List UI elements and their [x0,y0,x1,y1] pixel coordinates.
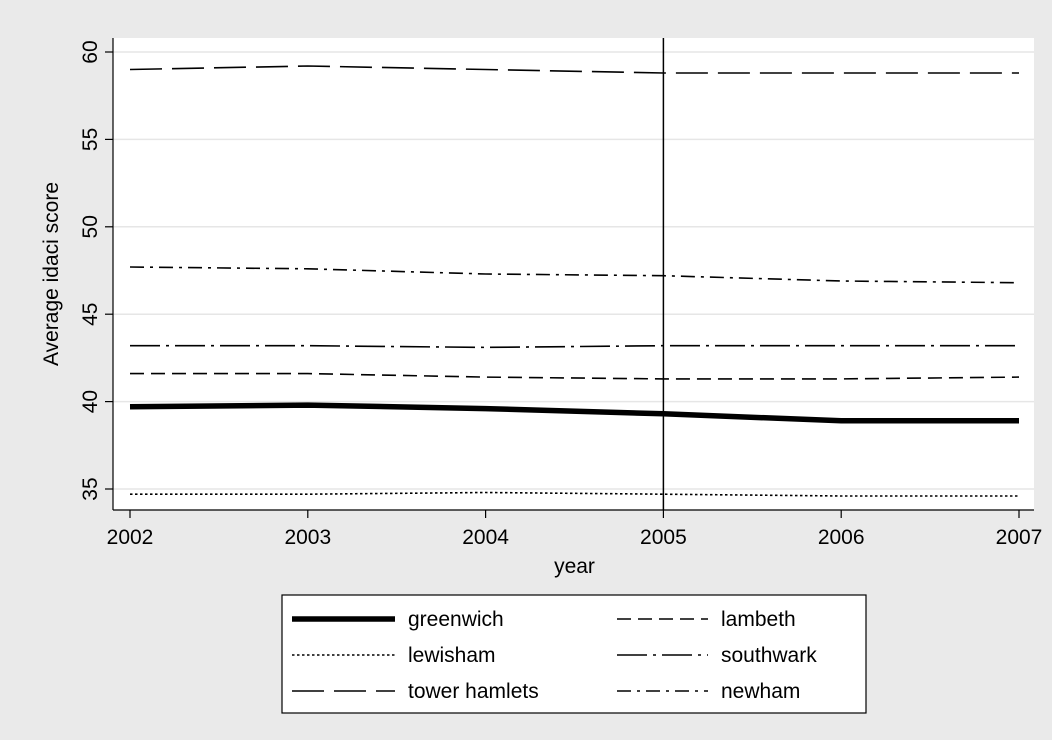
x-tick-label-2003: 2003 [284,526,331,549]
legend-label-greenwich: greenwich [408,608,504,631]
legend-label-tower-hamlets: tower hamlets [408,680,539,703]
gridlines [113,51,1034,490]
axes: 2002 2003 2004 2005 2006 2007 35 40 45 50 55 60 [79,38,1042,549]
y-tick-label-45: 45 [79,303,102,326]
legend-items: greenwich lambeth lewisham southwark tower h… [292,608,817,703]
legend-label-lambeth: lambeth [721,608,796,631]
series-line-lambeth [130,372,1020,380]
series-line-greenwich [129,402,1019,424]
x-tick-label-2004: 2004 [462,526,509,549]
series-line-newham [129,266,1020,284]
x-axis-title: year [554,555,595,578]
legend-label-lewisham: lewisham [408,644,496,667]
y-tick-label-60: 60 [79,40,102,63]
y-axis-title: Average idaci score [40,182,63,366]
y-tick-label-40: 40 [79,390,102,413]
x-tick-label-2006: 2006 [818,526,865,549]
legend-label-southwark: southwark [721,644,817,667]
x-tick-label-2007: 2007 [996,526,1043,549]
legend-label-newham: newham [721,680,800,703]
legend-box [281,594,867,714]
series-lines [129,65,1020,497]
y-tick-label-55: 55 [79,128,102,151]
legend: greenwich lambeth lewisham southwark tower h… [281,594,867,714]
x-tick-label-2005: 2005 [640,526,687,549]
x-tick-label-2002: 2002 [107,526,154,549]
y-tick-label-50: 50 [79,215,102,238]
y-tick-label-35: 35 [79,477,102,500]
series-line-tower-hamlets [129,65,1019,74]
plot-area [113,38,1034,510]
series-line-southwark [130,344,1019,349]
series-line-lewisham [130,491,1019,497]
